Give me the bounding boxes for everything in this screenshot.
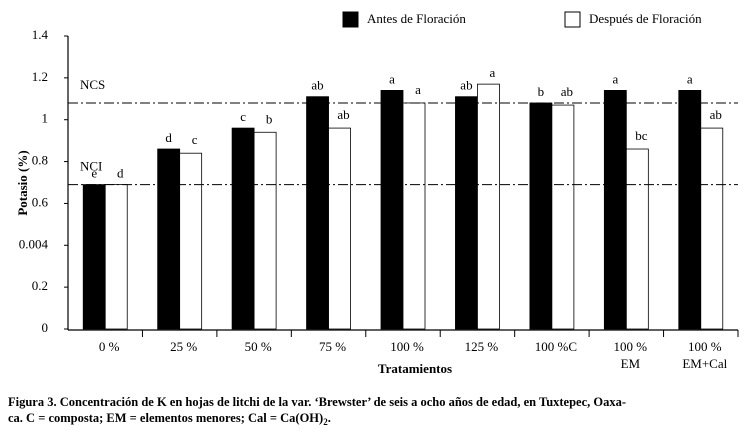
bar <box>179 152 203 330</box>
bar <box>603 90 627 330</box>
bar-letter: b <box>538 84 545 99</box>
x-tick-label: EM <box>621 356 641 371</box>
legend-label: Después de Floración <box>589 11 702 26</box>
bar <box>455 96 478 330</box>
bar <box>402 102 426 330</box>
bar <box>678 90 702 330</box>
reference-label: NCI <box>80 159 102 174</box>
bar-letter: ab <box>710 107 722 122</box>
bar-letter: a <box>490 65 496 80</box>
bar-letter: c <box>192 132 198 147</box>
x-tick-label: 125 % <box>465 339 499 354</box>
bar-letter: a <box>612 71 618 86</box>
bar <box>328 127 351 330</box>
x-tick-label: 100 % <box>390 339 424 354</box>
y-tick-label: 1.2 <box>32 69 48 84</box>
bar <box>306 96 329 330</box>
y-axis-label: Potasio (%) <box>15 150 30 215</box>
legend-label: Antes de Floración <box>367 11 466 26</box>
x-tick-label: 100 %C <box>535 339 577 354</box>
bar-letter: e <box>91 166 97 181</box>
x-axis-label: Tratamientos <box>378 361 452 376</box>
bar <box>551 104 575 330</box>
bar <box>231 127 255 330</box>
x-tick-label: EM+Cal <box>682 356 727 371</box>
y-tick-label: 0 <box>42 320 49 335</box>
y-tick-label: 1 <box>42 111 49 126</box>
bar-letter: ab <box>311 78 323 93</box>
x-tick-label: 50 % <box>245 339 272 354</box>
caption: ca. C = composta; EM = elementos menores… <box>8 411 331 427</box>
bar <box>625 148 649 330</box>
bar-letter: c <box>240 109 246 124</box>
caption-text: ca. C = composta; EM = elementos menores… <box>8 411 323 425</box>
bar-letter: bc <box>635 128 648 143</box>
bar <box>529 102 553 330</box>
caption: Figura 3. Concentración de K en hojas de… <box>8 395 626 409</box>
bar <box>700 127 724 330</box>
bar-letter: b <box>266 111 273 126</box>
x-tick-label: 25 % <box>170 339 197 354</box>
bar-letter: a <box>389 71 395 86</box>
bar <box>104 184 128 330</box>
bar-letter: d <box>117 166 124 181</box>
legend-swatch <box>564 11 581 28</box>
y-tick-label: 0.2 <box>32 278 48 293</box>
x-tick-label: 100 % <box>688 339 722 354</box>
legend-swatch <box>342 11 359 28</box>
bar-letter: a <box>415 82 421 97</box>
x-tick-label: 75 % <box>319 339 346 354</box>
x-tick-label: 100 % <box>614 339 648 354</box>
bar <box>253 131 277 330</box>
y-tick-label: 0.8 <box>32 153 48 168</box>
caption-subscript: 2 <box>323 417 328 427</box>
bar <box>380 90 404 330</box>
bar-letter: ab <box>460 78 472 93</box>
x-tick-label: 0 % <box>99 339 120 354</box>
bar <box>82 184 106 330</box>
y-tick-label: 0.004 <box>19 236 49 251</box>
reference-label: NCS <box>80 77 105 92</box>
y-tick-label: 1.4 <box>32 27 49 42</box>
bar <box>477 83 500 330</box>
caption-end: . <box>328 411 331 425</box>
y-tick-label: 0.6 <box>32 194 49 209</box>
bar-letter: a <box>687 71 693 86</box>
bar-letter: ab <box>337 107 349 122</box>
bar <box>157 148 181 330</box>
bar-letter: d <box>165 130 172 145</box>
bar-letter: ab <box>561 84 573 99</box>
